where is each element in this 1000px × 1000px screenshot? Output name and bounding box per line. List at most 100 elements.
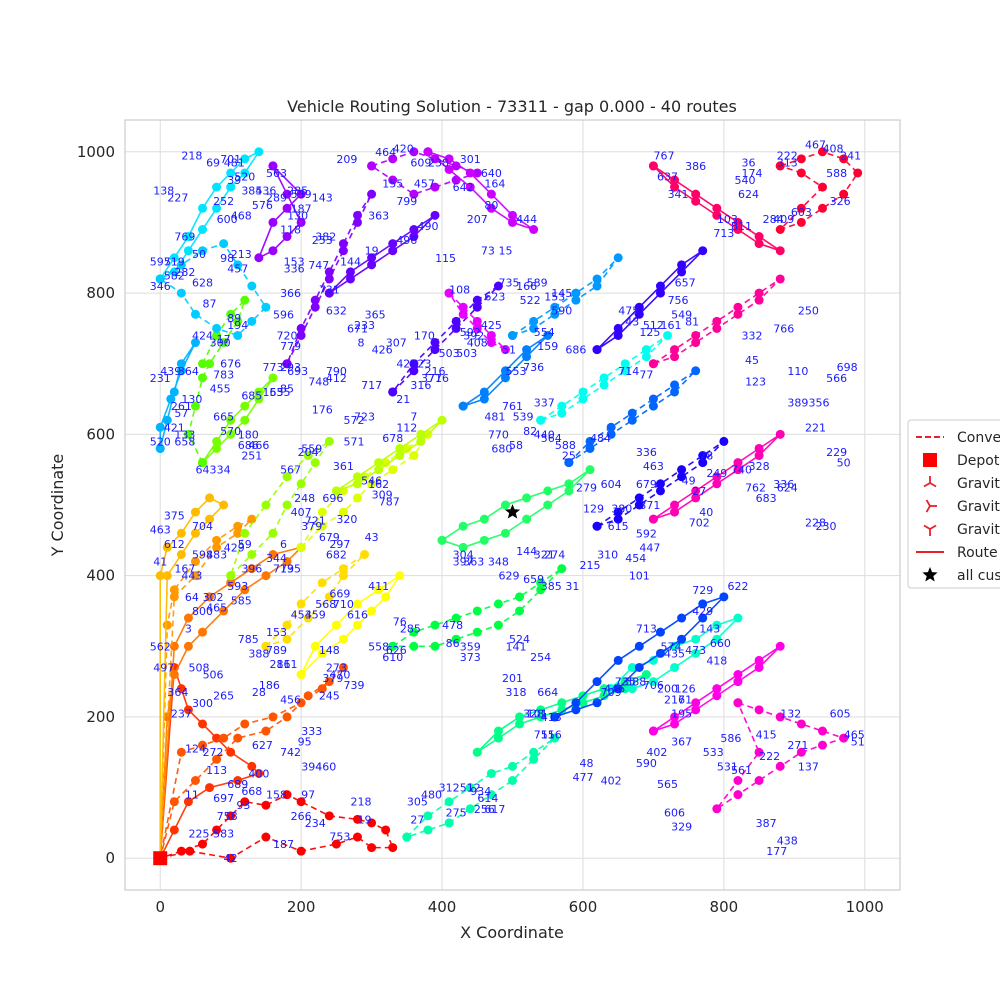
customer-label: 45 [745,354,759,367]
customer-point [212,443,222,453]
customer-label: 251 [241,450,262,463]
customer-label: 253 [312,234,333,247]
customer-point [296,599,306,609]
customer-label: 418 [706,654,727,667]
customer-label: 561 [731,764,752,777]
customer-point [458,309,468,319]
customer-point [296,698,306,708]
customer-label: 605 [830,707,851,720]
customer-point [620,359,630,369]
customer-point [754,747,764,757]
customer-point [472,316,482,326]
route [648,161,785,256]
customer-point [585,443,595,453]
customer-label: 320 [336,513,357,526]
customer-point [536,705,546,715]
customer-label: 454 [625,552,646,565]
customer-point [437,535,447,545]
customer-point [564,479,574,489]
customer-point [536,585,546,595]
customer-label: 600 [217,213,238,226]
customer-point [155,422,165,432]
customer-label: 564 [541,432,562,445]
customer-label: 118 [280,223,301,236]
customer-label: 392 [463,329,484,342]
customer-label: 698 [837,361,858,374]
customer-point [261,832,271,842]
customer-point [733,217,743,227]
customer-label: 216 [425,365,446,378]
customer-label: 789 [266,644,287,657]
plot-border [124,119,901,891]
customer-label: 520 [150,435,171,448]
customer-point [627,684,637,694]
customer-point [620,366,630,376]
customer-point [641,352,651,362]
customer-point [754,451,764,461]
customer-label: 23 [417,358,431,371]
route [388,564,567,651]
customer-point [423,147,433,157]
customer-point [627,415,637,425]
customer-point [205,783,215,793]
customer-point [712,691,722,701]
customer-point [691,648,701,658]
customer-point [226,578,236,588]
customer-point [775,429,785,439]
customer-label: 42 [224,852,238,865]
customer-point [282,634,292,644]
customer-point [367,260,377,270]
customer-point [324,811,334,821]
customer-point [219,239,229,249]
customer-label: 568 [315,598,336,611]
customer-label: 124 [185,743,206,756]
customer-point [670,352,680,362]
special-markers [153,504,521,866]
customer-label: 783 [213,368,234,381]
customer-label: 43 [365,531,379,544]
customer-label: 113 [206,764,227,777]
customer-point [634,641,644,651]
customer-point [691,338,701,348]
customer-point [169,253,179,263]
customer-point [190,507,200,517]
customer-label: 222 [759,750,780,763]
customer-point [655,288,665,298]
customer-label: 115 [435,252,456,265]
customer-label: 713 [636,623,657,636]
customer-label: 438 [777,835,798,848]
customer-label: 230 [816,520,837,533]
customer-label: 375 [164,510,185,523]
customer-label: 408 [467,337,488,350]
customer-point [691,493,701,503]
customer-label: 174 [742,167,763,180]
customer-label: 304 [453,548,474,561]
legend-label: Gravit [957,499,1000,515]
customer-label: 457 [414,178,435,191]
customer-label: 779 [280,340,301,353]
customer-label: 148 [319,644,340,657]
customer-point [409,627,419,637]
customer-point [578,394,588,404]
customer-label: 21 [396,393,410,406]
customer-point [613,514,623,524]
customer-label: 138 [153,185,174,198]
customer-point [226,429,236,439]
customer-point [613,507,623,517]
customer-label: 624 [777,481,798,494]
customer-point [719,436,729,446]
customer-point [691,196,701,206]
customer-label: 11 [185,789,199,802]
customer-label: 363 [368,209,389,222]
customer-point [395,451,405,461]
customer-label: 225 [188,827,209,840]
customer-point [691,698,701,708]
customer-label: 588 [625,676,646,689]
customer-label: 162 [368,478,389,491]
x-tick-label: 800 [710,898,739,916]
customer-point [451,634,461,644]
customer-point [733,698,743,708]
customer-label: 402 [601,775,622,788]
customer-label: 603 [791,206,812,219]
